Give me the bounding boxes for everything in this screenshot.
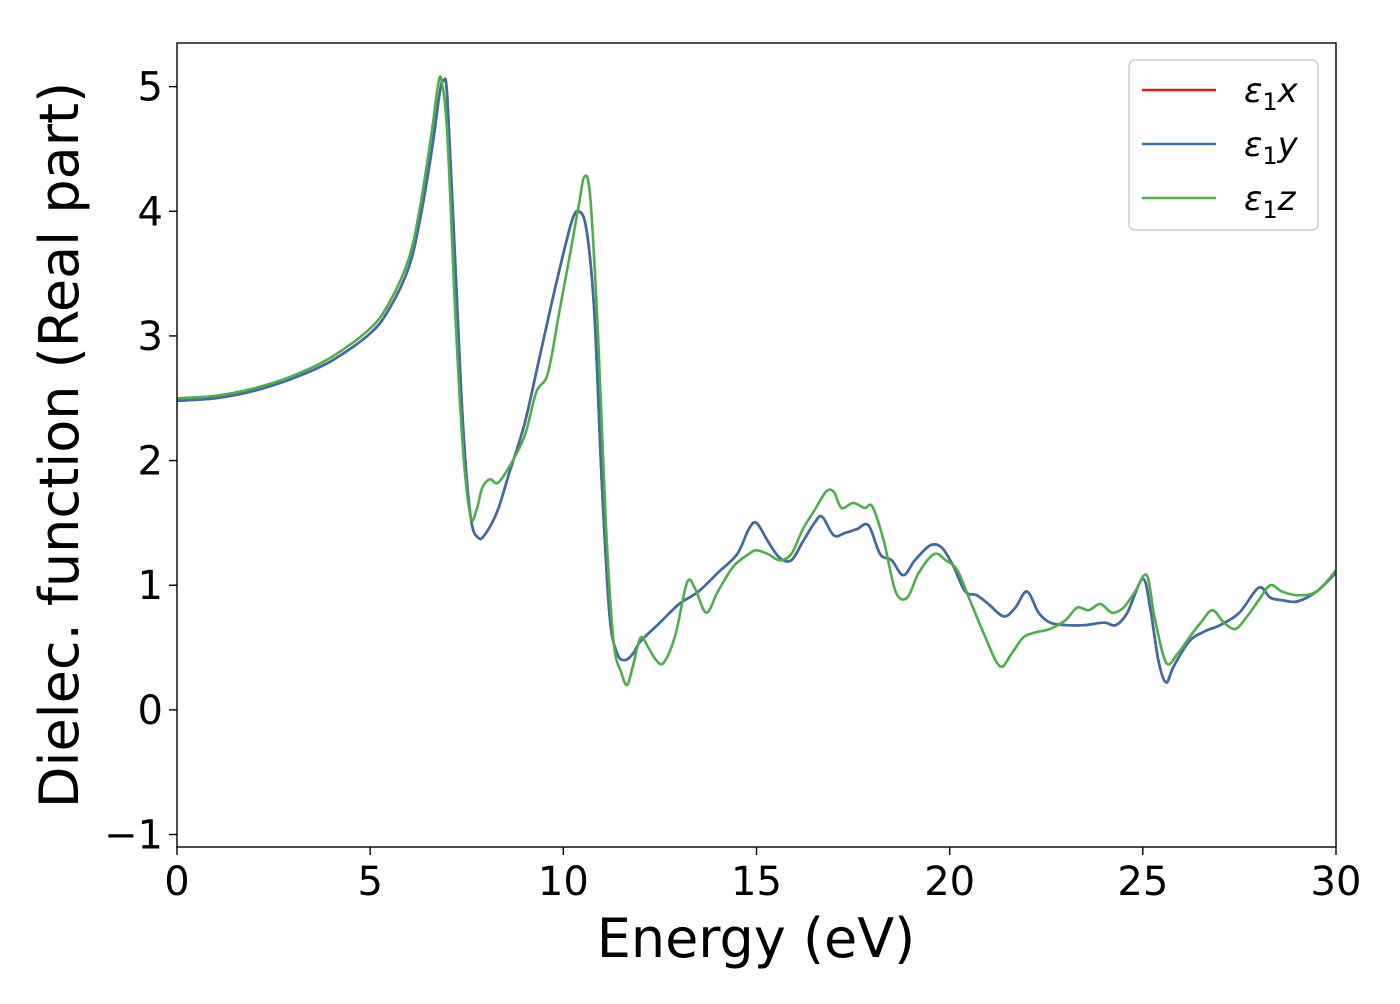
x-tick-label: 0 bbox=[164, 859, 189, 905]
series-line-epsilon-1z bbox=[177, 75, 1336, 687]
y-tick-label: 1 bbox=[138, 563, 163, 609]
x-tick-label: 25 bbox=[1117, 859, 1168, 905]
legend: ε1x ε1y ε1z bbox=[1128, 59, 1319, 231]
y-tick-label: 0 bbox=[138, 688, 163, 734]
y-tick-label: 3 bbox=[138, 314, 163, 360]
y-axis-ticks: −1 0 1 2 3 4 5 bbox=[104, 65, 177, 859]
x-axis-label: Energy (eV) bbox=[597, 907, 916, 970]
x-tick-label: 10 bbox=[538, 859, 589, 905]
legend-label-epsilon-1y: ε1y bbox=[1244, 125, 1299, 170]
x-tick-label: 30 bbox=[1311, 859, 1362, 905]
x-tick-label: 15 bbox=[731, 859, 782, 905]
legend-label-epsilon-1x: ε1x bbox=[1244, 71, 1299, 116]
legend-items: ε1x ε1y ε1z bbox=[1142, 71, 1299, 224]
y-tick-label: 4 bbox=[138, 189, 163, 235]
y-axis-label: Dielec. function (Real part) bbox=[28, 82, 91, 808]
x-axis-ticks: 0 5 10 15 20 25 30 bbox=[164, 847, 1361, 905]
y-tick-label: 2 bbox=[138, 439, 163, 485]
legend-box bbox=[1128, 59, 1319, 231]
series-layer bbox=[177, 75, 1336, 687]
x-tick-label: 20 bbox=[924, 859, 975, 905]
y-tick-label: 5 bbox=[138, 65, 163, 111]
y-tick-label: −1 bbox=[104, 813, 163, 859]
x-tick-label: 5 bbox=[357, 859, 382, 905]
legend-label-epsilon-1z: ε1z bbox=[1244, 179, 1297, 224]
